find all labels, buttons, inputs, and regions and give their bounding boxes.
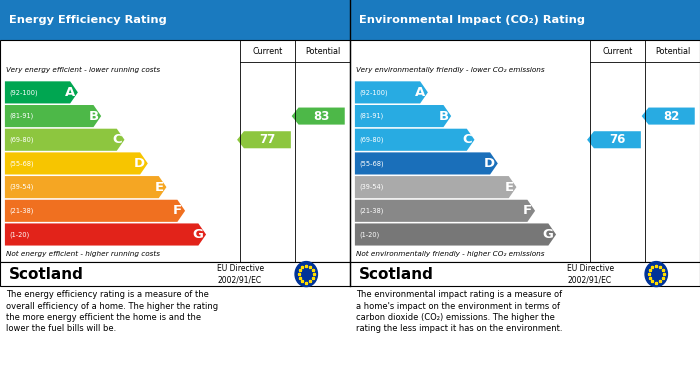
Text: Environmental Impact (CO₂) Rating: Environmental Impact (CO₂) Rating: [358, 15, 584, 25]
Text: (81-91): (81-91): [9, 113, 34, 119]
Text: 83: 83: [314, 109, 330, 122]
Text: EU Directive
2002/91/EC: EU Directive 2002/91/EC: [217, 264, 264, 284]
Text: Not energy efficient - higher running costs: Not energy efficient - higher running co…: [6, 251, 160, 257]
Text: G: G: [542, 228, 553, 241]
Circle shape: [295, 262, 318, 287]
Polygon shape: [355, 176, 517, 198]
Bar: [0, 0, 350, 40]
Bar: [350, 40, 700, 262]
Text: Not environmentally friendly - higher CO₂ emissions: Not environmentally friendly - higher CO…: [356, 251, 545, 257]
Text: (39-54): (39-54): [9, 184, 34, 190]
Polygon shape: [355, 129, 475, 151]
Polygon shape: [5, 223, 206, 246]
Polygon shape: [5, 129, 125, 151]
Text: 82: 82: [664, 109, 680, 122]
Text: EU Directive
2002/91/EC: EU Directive 2002/91/EC: [567, 264, 614, 284]
Text: C: C: [112, 133, 122, 146]
Bar: [350, 262, 700, 286]
Bar: [0, 262, 350, 286]
Text: Scotland: Scotland: [358, 267, 433, 282]
Circle shape: [645, 262, 668, 287]
Polygon shape: [5, 152, 148, 174]
Polygon shape: [5, 81, 78, 104]
Text: E: E: [155, 181, 164, 194]
Text: Potential: Potential: [305, 47, 340, 56]
Text: (1-20): (1-20): [359, 231, 379, 238]
Polygon shape: [355, 152, 498, 174]
Text: Scotland: Scotland: [8, 267, 83, 282]
Text: F: F: [523, 204, 532, 217]
Polygon shape: [292, 108, 344, 125]
Text: D: D: [484, 157, 495, 170]
Text: Very environmentally friendly - lower CO₂ emissions: Very environmentally friendly - lower CO…: [356, 66, 545, 73]
Text: G: G: [193, 228, 203, 241]
Text: Very energy efficient - lower running costs: Very energy efficient - lower running co…: [6, 66, 160, 73]
Text: (39-54): (39-54): [359, 184, 384, 190]
Polygon shape: [355, 105, 452, 127]
Text: Potential: Potential: [655, 47, 690, 56]
Bar: [350, 0, 700, 40]
Text: B: B: [438, 109, 449, 122]
Polygon shape: [355, 200, 535, 222]
Polygon shape: [5, 176, 167, 198]
Text: 77: 77: [259, 133, 276, 146]
Polygon shape: [355, 223, 556, 246]
Text: (69-80): (69-80): [9, 136, 34, 143]
Polygon shape: [237, 131, 290, 148]
Bar: [0, 40, 350, 262]
Text: (1-20): (1-20): [9, 231, 29, 238]
Polygon shape: [355, 81, 428, 104]
Text: B: B: [88, 109, 99, 122]
Text: Energy Efficiency Rating: Energy Efficiency Rating: [8, 15, 167, 25]
Polygon shape: [5, 105, 102, 127]
Text: The environmental impact rating is a measure of
a home's impact on the environme: The environmental impact rating is a mea…: [356, 290, 563, 334]
Polygon shape: [5, 200, 185, 222]
Text: C: C: [462, 133, 472, 146]
Text: (92-100): (92-100): [9, 89, 38, 96]
Text: (55-68): (55-68): [359, 160, 384, 167]
Text: (81-91): (81-91): [359, 113, 384, 119]
Text: A: A: [415, 86, 425, 99]
Text: 76: 76: [609, 133, 626, 146]
Text: (92-100): (92-100): [359, 89, 388, 96]
Text: (69-80): (69-80): [359, 136, 384, 143]
Text: F: F: [173, 204, 182, 217]
Text: D: D: [134, 157, 145, 170]
Text: (21-38): (21-38): [359, 208, 384, 214]
Text: Current: Current: [602, 47, 633, 56]
Polygon shape: [587, 131, 640, 148]
Text: A: A: [65, 86, 75, 99]
Text: The energy efficiency rating is a measure of the
overall efficiency of a home. T: The energy efficiency rating is a measur…: [6, 290, 218, 334]
Text: (21-38): (21-38): [9, 208, 34, 214]
Text: Current: Current: [252, 47, 283, 56]
Text: (55-68): (55-68): [9, 160, 34, 167]
Text: E: E: [505, 181, 514, 194]
Polygon shape: [642, 108, 694, 125]
